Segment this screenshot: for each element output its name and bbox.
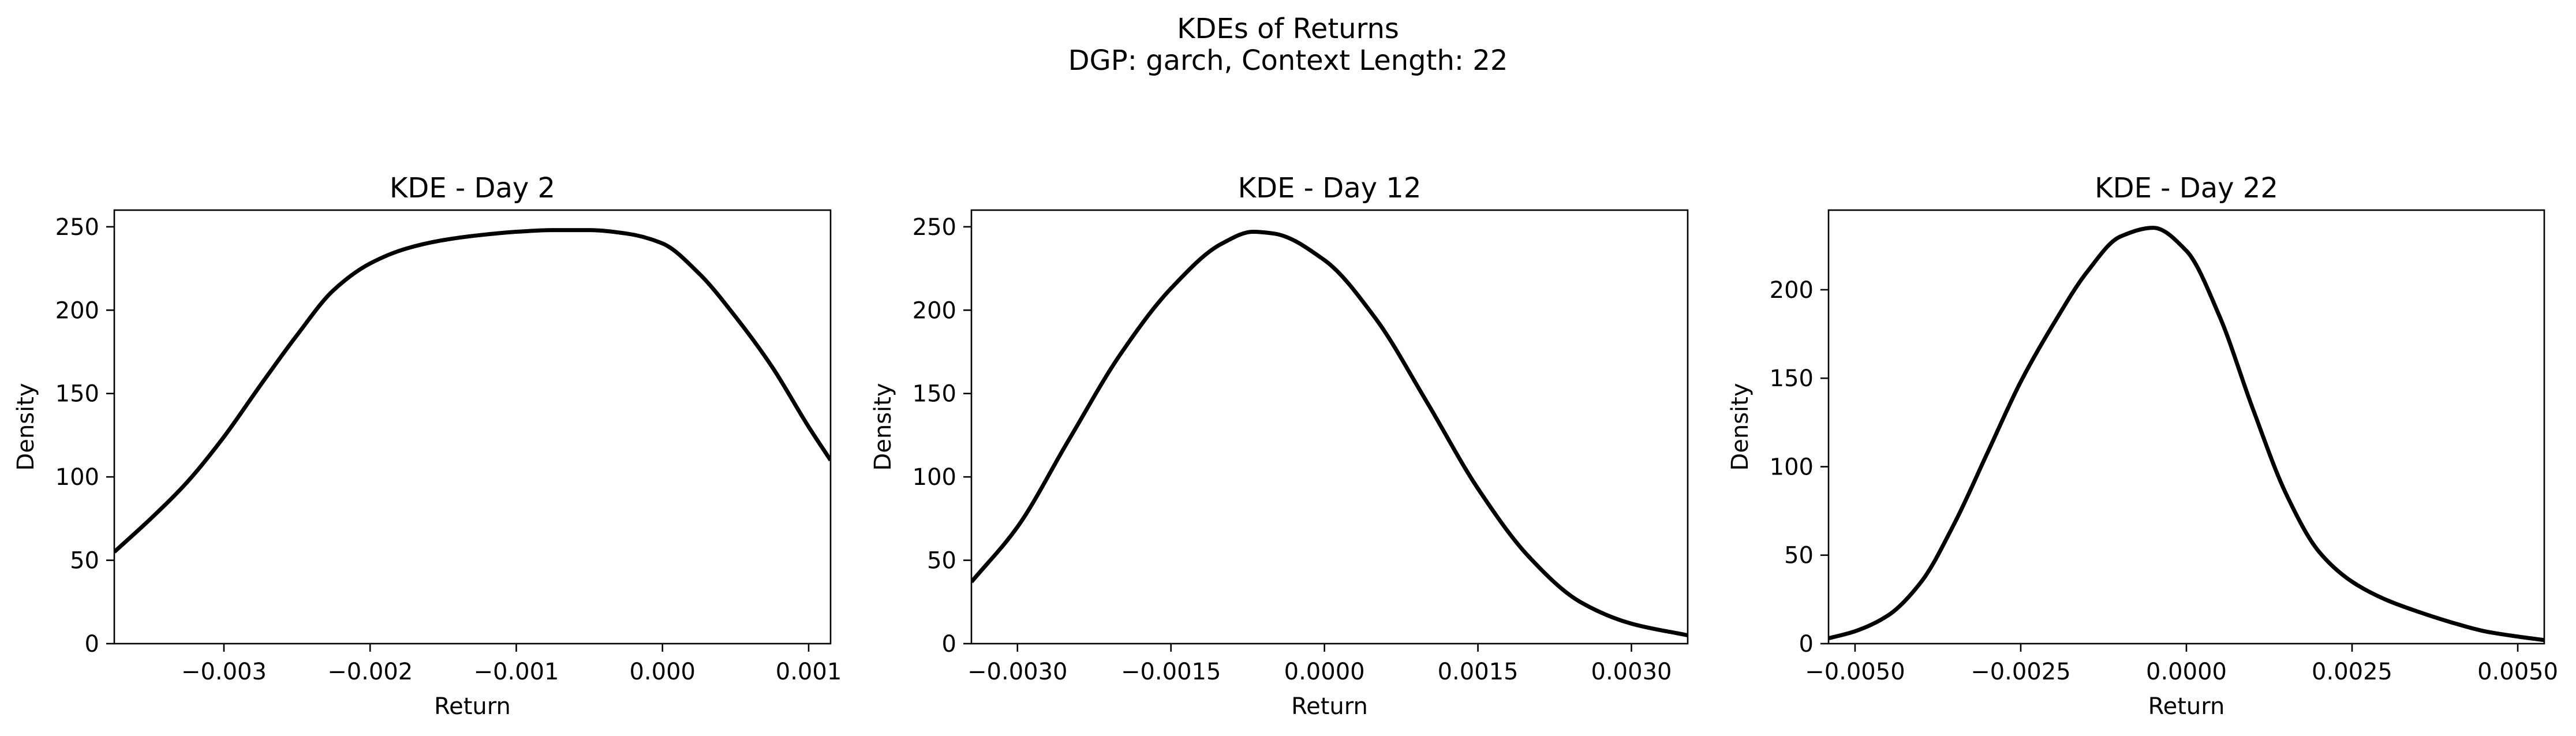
y-tick-label: 150 <box>55 381 99 408</box>
axes-frame <box>1827 209 2545 645</box>
y-tick-label: 100 <box>1770 454 1814 480</box>
y-tick-label: 250 <box>913 214 956 241</box>
x-tick-label: −0.0030 <box>967 659 1067 685</box>
x-tick-label: 0.0000 <box>2146 659 2227 685</box>
y-axis-label: Density <box>870 383 896 470</box>
y-tick-label: 200 <box>55 297 99 324</box>
figure-title-line1: KDEs of Returns <box>1177 13 1399 45</box>
y-tick-label: 200 <box>913 297 956 324</box>
kde-line <box>971 230 1688 637</box>
x-tick-label: −0.002 <box>327 659 413 685</box>
x-tick-label: −0.0050 <box>1805 659 1905 685</box>
y-tick-label: 100 <box>55 464 99 491</box>
x-tick-label: 0.001 <box>776 659 842 685</box>
axes-frame <box>970 209 1689 645</box>
y-tick-label: 50 <box>1784 543 1814 569</box>
y-tick-label: 0 <box>85 631 99 657</box>
subplot-title: KDE - Day 2 <box>390 172 555 204</box>
x-axis-label: Return <box>1291 693 1368 720</box>
x-tick-label: −0.003 <box>181 659 267 685</box>
y-tick-label: 200 <box>1770 277 1814 304</box>
y-tick-label: 150 <box>913 381 956 408</box>
figure-title-line2: DGP: garch, Context Length: 22 <box>1068 44 1508 77</box>
x-tick-label: 0.0050 <box>2477 659 2558 685</box>
subplot-title: KDE - Day 12 <box>1238 172 1422 204</box>
x-tick-label: 0.0000 <box>1284 659 1365 685</box>
kde-panel-2: −0.0030 −0.0015 0.0000 0.0015 0.0030 0 50 100 15… <box>870 172 1689 720</box>
kde-line <box>1829 226 2544 642</box>
kde-line <box>114 228 831 554</box>
x-tick-label: 0.0015 <box>1438 659 1519 685</box>
y-tick-label: 50 <box>927 548 956 574</box>
x-axis-label: Return <box>2148 693 2225 720</box>
x-tick-label: 0.000 <box>629 659 696 685</box>
y-tick-label: 150 <box>1770 365 1814 392</box>
x-tick-label: 0.0025 <box>2312 659 2392 685</box>
x-tick-label: −0.001 <box>473 659 559 685</box>
y-tick-label: 100 <box>913 464 956 491</box>
y-tick-label: 250 <box>55 214 99 241</box>
y-tick-label: 0 <box>1799 631 1814 657</box>
axes-frame <box>113 209 832 645</box>
x-tick-label: −0.0025 <box>1971 659 2070 685</box>
x-tick-label: −0.0015 <box>1121 659 1221 685</box>
y-tick-label: 50 <box>70 548 99 574</box>
kde-panel-3: −0.0050 −0.0025 0.0000 0.0025 0.0050 0 50 100 15… <box>1727 172 2558 720</box>
kde-panel-1: −0.003 −0.002 −0.001 0.000 0.001 0 50 100 150 200… <box>13 172 842 720</box>
y-axis-label: Density <box>13 383 39 470</box>
subplot-title: KDE - Day 22 <box>2095 172 2278 204</box>
y-tick-label: 0 <box>942 631 956 657</box>
x-tick-label: 0.0030 <box>1591 659 1672 685</box>
x-axis-label: Return <box>434 693 511 720</box>
y-axis-label: Density <box>1727 383 1754 470</box>
